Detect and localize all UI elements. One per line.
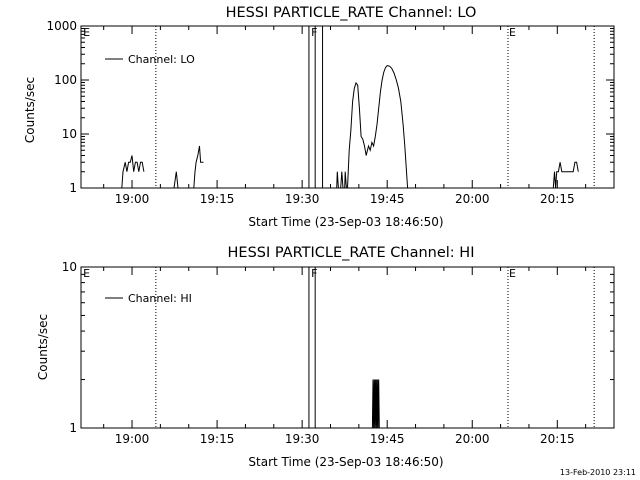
panel-lo-ytick-label-0: 1 — [69, 181, 77, 195]
panel-lo-flag-0: E — [83, 26, 90, 39]
panel-hi-series-0-segment-0 — [371, 379, 380, 429]
panel-lo-series-0-segment-0 — [121, 155, 145, 189]
panel-lo-xtick-label-1: 19:15 — [200, 192, 235, 206]
panel-hi-ylabel: Counts/sec — [36, 314, 50, 380]
panel-hi-flag-2: E — [509, 267, 516, 280]
panel-hi-xtick-label-3: 19:45 — [370, 432, 405, 446]
panel-lo-xtick-label-0: 19:00 — [115, 192, 150, 206]
panel-lo-series-0-segment-3 — [336, 171, 339, 189]
panel-hi-flag-0: E — [83, 267, 90, 280]
panel-hi-legend-label: Channel: HI — [128, 292, 192, 305]
panel-lo-frame — [80, 25, 615, 189]
panel-lo-ylabel: Counts/sec — [23, 77, 37, 143]
panel-lo-series-0-segment-7 — [552, 161, 579, 189]
panel-lo-series-0-segment-4 — [340, 171, 344, 189]
panel-lo-ytick-label-2: 100 — [54, 73, 77, 87]
panel-lo-xtick-label-5: 20:15 — [540, 192, 575, 206]
panel-lo-title: HESSI PARTICLE_RATE Channel: LO — [226, 5, 477, 21]
panel-lo-xtick-label-2: 19:30 — [285, 192, 320, 206]
panel-hi-xtick-label-2: 19:30 — [285, 432, 320, 446]
panel-hi-title: HESSI PARTICLE_RATE Channel: HI — [228, 245, 475, 261]
panel-hi: HESSI PARTICLE_RATE Channel: HI Counts/s… — [36, 245, 615, 469]
panel-hi-xtick-label-4: 20:00 — [455, 432, 490, 446]
panel-lo-flag-1: F — [311, 26, 317, 39]
panel-hi-ytick-label-0: 1 — [69, 421, 77, 435]
panel-lo-xlabel: Start Time (23-Sep-03 18:46:50) — [248, 215, 443, 229]
panel-lo-xtick-label-4: 20:00 — [455, 192, 490, 206]
panel-lo-series-0-segment-5 — [344, 171, 347, 189]
panel-lo-xtick-label-3: 19:45 — [370, 192, 405, 206]
panel-lo-series-0-segment-1 — [173, 171, 179, 189]
panel-hi-xtick-label-1: 19:15 — [200, 432, 235, 446]
panel-hi-frame — [80, 266, 615, 429]
panel-lo-ytick-label-3: 1000 — [46, 19, 77, 33]
panel-hi-xtick-label-5: 20:15 — [540, 432, 575, 446]
panel-hi-flag-1: F — [311, 267, 317, 280]
panel-lo-series-0-segment-2 — [193, 145, 204, 189]
panel-lo-series-0-segment-6 — [347, 65, 409, 189]
panel-hi-ytick-label-1: 10 — [62, 260, 77, 274]
panel-lo: HESSI PARTICLE_RATE Channel: LO Counts/s… — [23, 5, 615, 229]
panel-lo-ytick-label-1: 10 — [62, 127, 77, 141]
panel-hi-xlabel: Start Time (23-Sep-03 18:46:50) — [248, 455, 443, 469]
footer-timestamp: 13-Feb-2010 23:11 — [560, 468, 636, 477]
panel-lo-legend-label: Channel: LO — [128, 53, 195, 66]
panel-hi-xtick-label-0: 19:00 — [115, 432, 150, 446]
panel-lo-flag-2: E — [509, 26, 516, 39]
